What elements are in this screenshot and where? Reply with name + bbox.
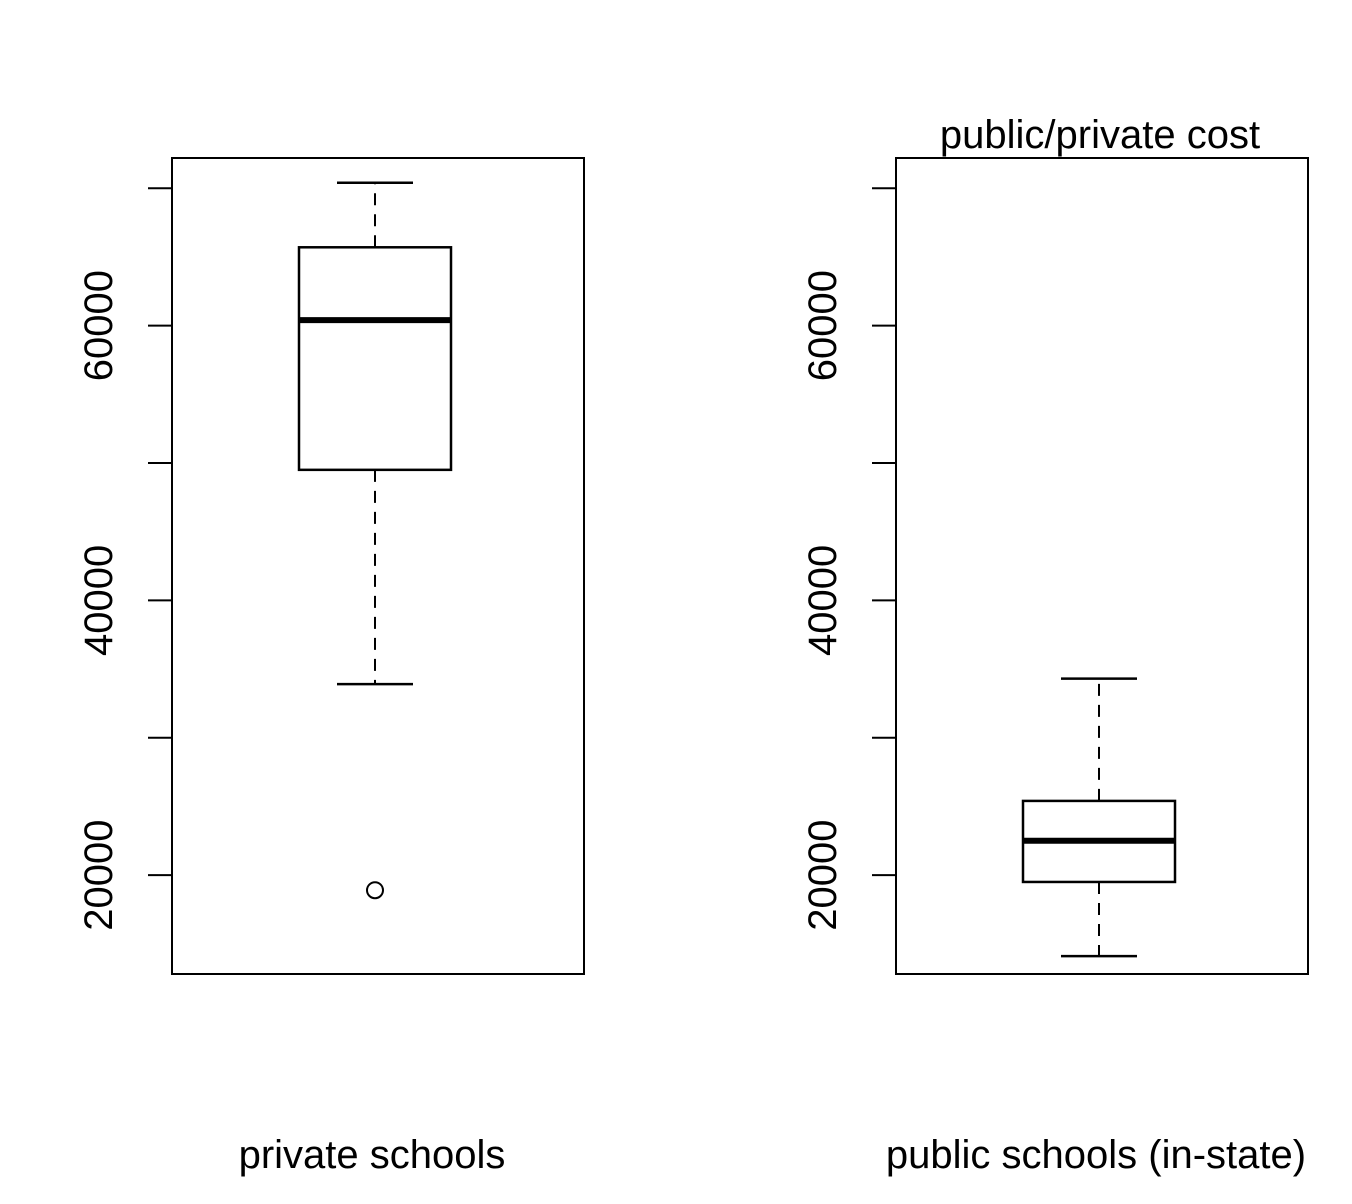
chart-title: public/private cost <box>940 113 1260 157</box>
y-tick-label: 20000 <box>77 819 121 930</box>
public-schools-panel: 20000 40000 60000 public schools (in-state)… <box>801 113 1309 1177</box>
outlier-point <box>366 881 384 900</box>
y-tick-label: 20000 <box>801 819 845 930</box>
x-axis-label: public schools (in-state) <box>886 1133 1306 1177</box>
private-schools-panel: 20000 40000 60000 private schools <box>77 157 585 1177</box>
y-tick-label: 40000 <box>77 545 121 656</box>
iqr-box <box>297 246 453 472</box>
y-tick-label: 60000 <box>801 270 845 381</box>
plot-frame <box>895 157 1309 975</box>
x-axis-label: private schools <box>239 1133 506 1177</box>
y-tick-label: 60000 <box>77 270 121 381</box>
plot-frame <box>171 157 585 975</box>
y-tick-label: 40000 <box>801 545 845 656</box>
